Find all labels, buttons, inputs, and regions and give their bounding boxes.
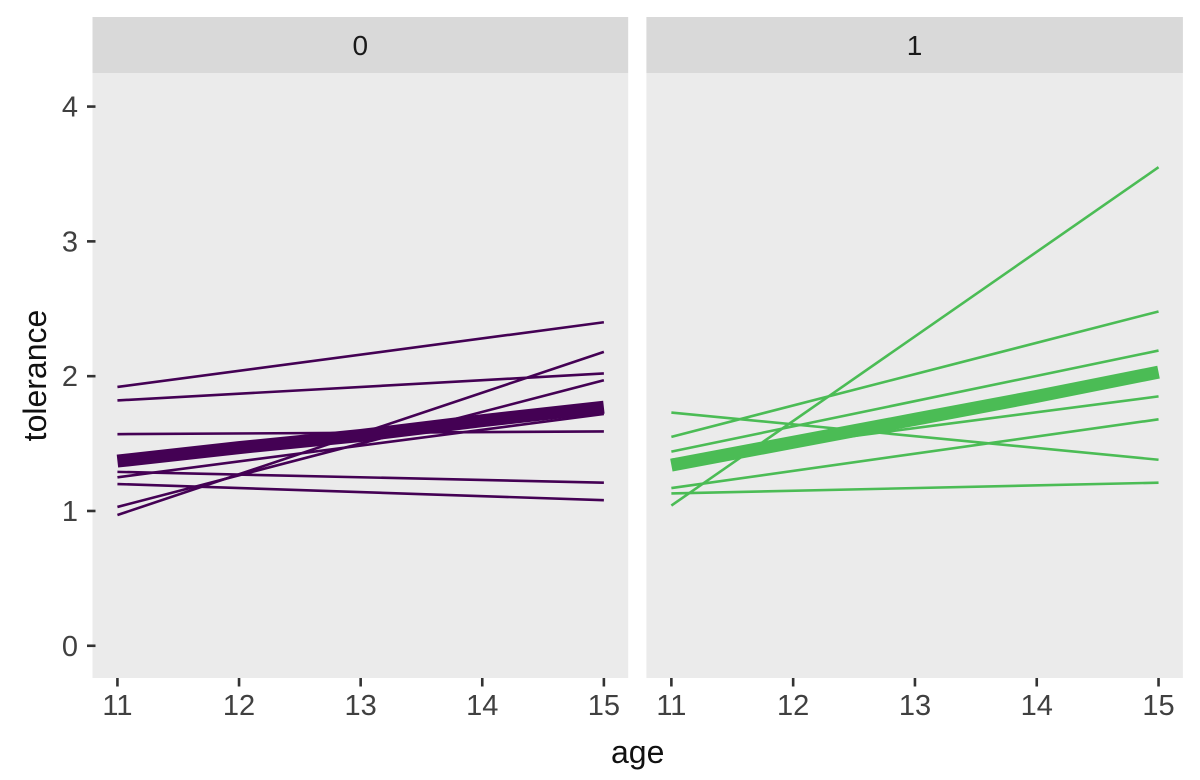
facet-1-lines: [670, 166, 1160, 507]
individual-trajectory-line: [671, 310, 1159, 439]
x-tick-label: 11: [102, 690, 132, 722]
x-axis-panel-0: 11 12 13 14 15: [102, 678, 620, 722]
y-tick-label: 1: [62, 496, 78, 528]
individual-trajectory-line: [671, 481, 1159, 495]
facet-0-lines: [116, 320, 605, 517]
facet-strip-1-label: 1: [907, 30, 923, 61]
facet-strip-1: [646, 17, 1183, 73]
individual-trajectory-line: [117, 320, 605, 389]
x-axis-panel-1: 11 12 13 14 15: [656, 678, 1175, 722]
panel-0-background: [92, 73, 629, 678]
x-tick-label: 11: [656, 690, 686, 722]
y-tick-label: 4: [62, 92, 78, 124]
mean-trajectory-line: [670, 365, 1160, 472]
y-tick-label: 0: [62, 631, 78, 663]
individual-trajectory-line: [117, 470, 604, 484]
y-axis-title: tolerance: [17, 310, 53, 442]
individual-trajectory-line: [671, 418, 1159, 490]
x-tick-label: 14: [466, 690, 498, 722]
individual-trajectory-line: [671, 411, 1159, 462]
x-tick-label: 12: [777, 690, 809, 722]
x-tick-label: 15: [588, 690, 620, 722]
mean-trajectory-line: [116, 400, 605, 468]
x-tick-label: 15: [1142, 690, 1174, 722]
x-tick-label: 13: [345, 690, 377, 722]
x-axis-title: age: [611, 734, 664, 770]
individual-trajectory-line: [671, 349, 1159, 453]
x-tick-label: 12: [223, 690, 255, 722]
x-tick-label: 13: [899, 690, 931, 722]
individual-trajectory-line: [117, 412, 605, 479]
individual-trajectory-line: [117, 378, 605, 509]
y-tick-label: 3: [62, 226, 78, 258]
facet-strip-0-label: 0: [353, 30, 369, 61]
y-axis: 0 1 2 3 4: [62, 92, 96, 663]
y-tick-label: 2: [62, 361, 78, 393]
facet-strip-0: [92, 17, 629, 73]
x-tick-label: 14: [1021, 690, 1053, 722]
